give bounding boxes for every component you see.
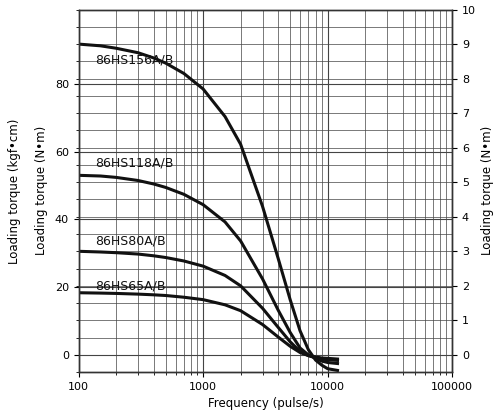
Text: 86HS65A/B: 86HS65A/B: [95, 279, 166, 292]
Text: 86HS80A/B: 86HS80A/B: [95, 235, 166, 248]
Y-axis label: Loading torque (kgf•cm): Loading torque (kgf•cm): [8, 118, 20, 264]
X-axis label: Frequency (pulse/s): Frequency (pulse/s): [208, 397, 324, 411]
Text: Loading torque (N•m): Loading torque (N•m): [35, 126, 48, 255]
Text: 86HS156A/B: 86HS156A/B: [95, 53, 173, 66]
Text: 86HS118A/B: 86HS118A/B: [95, 157, 173, 170]
Y-axis label: Loading torque (N•m): Loading torque (N•m): [482, 126, 494, 255]
